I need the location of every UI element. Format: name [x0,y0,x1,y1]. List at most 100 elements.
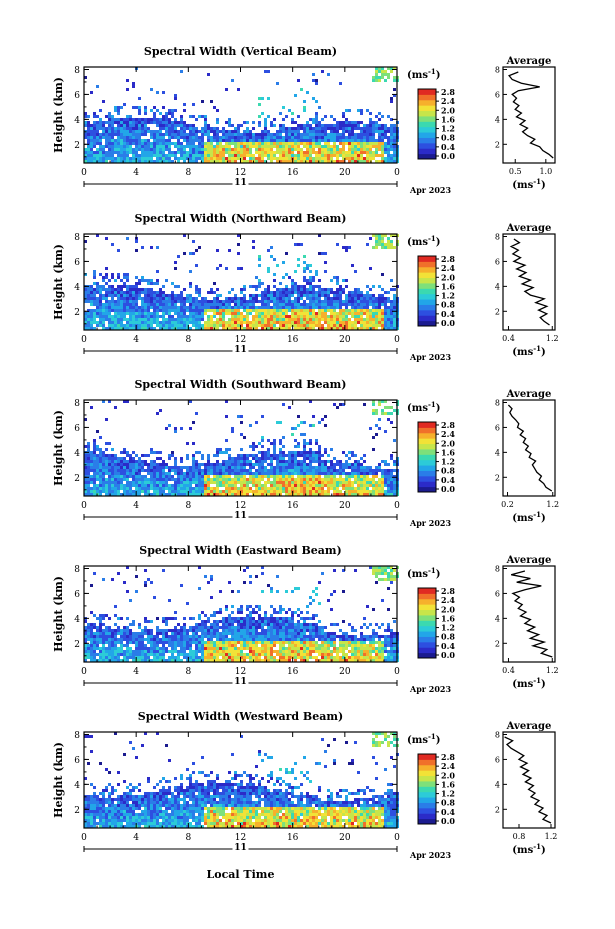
heatmap-cell [393,312,396,315]
heatmap-cell [150,475,153,478]
heatmap-cell [171,160,174,163]
heatmap-cell [123,294,126,297]
heatmap-cell [84,626,87,629]
heatmap-cell [348,487,351,490]
heatmap-cell [288,327,291,330]
colorbar-segment [418,266,436,273]
heatmap-cell [288,133,291,136]
heatmap-cell [261,478,264,481]
heatmap-cell [366,136,369,139]
heatmap-cell [294,451,297,454]
heatmap-cell [126,490,129,493]
heatmap-cell [183,157,186,160]
heatmap-cell [252,303,255,306]
heatmap-cell [345,249,348,252]
heatmap-cell [342,451,345,454]
heatmap-cell [138,145,141,148]
heatmap-cell [225,463,228,466]
heatmap-cell [306,321,309,324]
heatmap-cell [270,493,273,496]
heatmap-cell [150,324,153,327]
heatmap-cell [207,306,210,309]
heatmap-cell [306,124,309,127]
heatmap-cell [252,457,255,460]
heatmap-cell [318,327,321,330]
heatmap-cell [300,309,303,312]
heatmap-cell [153,484,156,487]
heatmap-cell [102,309,105,312]
heatmap-cell [192,442,195,445]
heatmap-cell [117,327,120,330]
heatmap-cell [303,106,306,109]
heatmap-cell [144,291,147,294]
heatmap-cell [141,157,144,160]
heatmap-cell [180,291,183,294]
y-tick-label: 8 [74,66,80,76]
heatmap-cell [198,291,201,294]
heatmap-cell [204,469,207,472]
heatmap-cell [357,288,360,291]
heatmap-cell [318,285,321,288]
heatmap-cell [105,481,108,484]
heatmap-cell [327,73,330,76]
heatmap-cell [111,121,114,124]
heatmap-cell [336,303,339,306]
heatmap-cell [225,478,228,481]
heatmap-cell [234,478,237,481]
heatmap-cell [174,130,177,133]
heatmap-cell [213,291,216,294]
heatmap-cell [150,463,153,466]
heatmap-cell [258,478,261,481]
heatmap-cell [261,460,264,463]
heatmap-cell [309,288,312,291]
heatmap-cell [378,490,381,493]
heatmap-cell [261,160,264,163]
heatmap-cell [291,309,294,312]
heatmap-cell [252,448,255,451]
heatmap-cell [345,294,348,297]
heatmap-cell [108,303,111,306]
heatmap-cell [225,267,228,270]
heatmap-cell [114,659,117,662]
heatmap-cell [252,484,255,487]
heatmap-cell [267,490,270,493]
heatmap-cell [93,572,96,575]
heatmap-cell [321,472,324,475]
heatmap-cell [114,472,117,475]
heatmap-cell [111,297,114,300]
heatmap-cell [156,469,159,472]
heatmap-cell [99,484,102,487]
heatmap-cell [282,469,285,472]
heatmap-cell [345,157,348,160]
heatmap-cell [315,127,318,130]
heatmap-cell [258,294,261,297]
heatmap-cell [189,127,192,130]
heatmap-cell [357,309,360,312]
heatmap-cell [126,487,129,490]
heatmap-cell [225,142,228,145]
heatmap-cell [99,475,102,478]
heatmap-cell [192,457,195,460]
heatmap-cell [267,97,270,100]
heatmap-cell [315,130,318,133]
heatmap-cell [144,490,147,493]
heatmap-cell [168,484,171,487]
heatmap-cell [345,151,348,154]
heatmap-cell [312,312,315,315]
heatmap-cell [210,327,213,330]
heatmap-cell [138,306,141,309]
heatmap-cell [378,306,381,309]
heatmap-cell [156,160,159,163]
heatmap-cell [117,484,120,487]
heatmap-cell [306,306,309,309]
heatmap-cell [342,472,345,475]
heatmap-cell [270,246,273,249]
heatmap-cell [297,321,300,324]
heatmap-cell [96,626,99,629]
heatmap-cell [93,315,96,318]
heatmap-cell [261,139,264,142]
heatmap-cell [216,127,219,130]
heatmap-cell [354,136,357,139]
heatmap-cell [201,127,204,130]
heatmap-cell [273,124,276,127]
